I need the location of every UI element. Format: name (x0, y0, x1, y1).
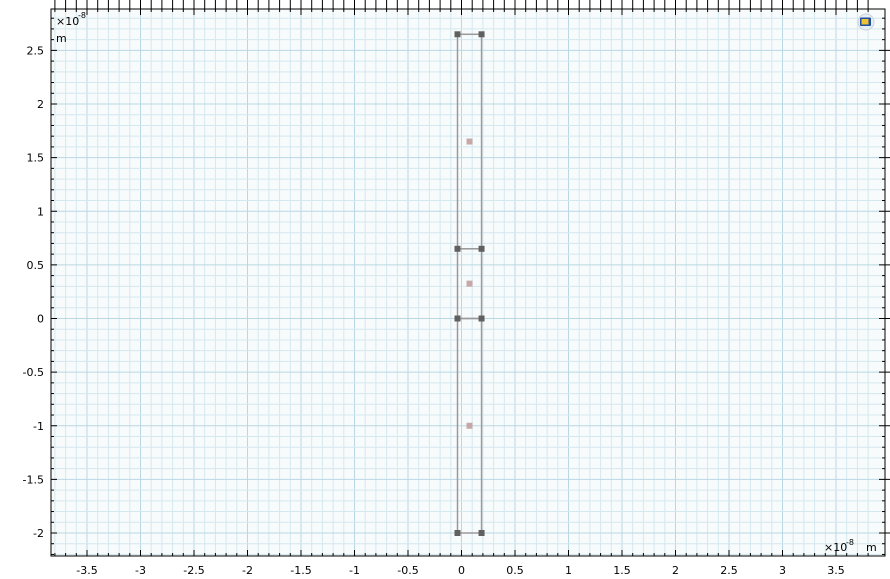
geometry-vertex[interactable] (454, 530, 461, 536)
y-axis-multiplier: ×10 (56, 15, 79, 28)
geometry-vertex[interactable] (454, 315, 461, 322)
x-tick-label: 2 (672, 564, 679, 577)
y-tick-label: -0.5 (23, 366, 44, 379)
domain-point[interactable] (466, 280, 473, 287)
y-tick-label: -1 (33, 420, 44, 433)
y-tick-label: -2 (33, 527, 44, 540)
x-tick-label: -3.5 (76, 564, 97, 577)
x-tick-label: -1.5 (290, 564, 311, 577)
geometry-vertex[interactable] (478, 245, 485, 252)
x-axis-multiplier: ×10 (824, 541, 847, 554)
x-tick-label: 2.5 (720, 564, 738, 577)
x-tick-label: 3.5 (827, 564, 845, 577)
domain-point[interactable] (466, 422, 473, 429)
x-tick-label: -2 (242, 564, 253, 577)
geometry-vertex[interactable] (454, 245, 461, 252)
y-tick-label: 1 (37, 205, 44, 218)
x-tick-label: -3 (135, 564, 146, 577)
x-tick-label: 0 (458, 564, 465, 577)
x-tick-label: -0.5 (397, 564, 418, 577)
x-tick-label: -2.5 (183, 564, 204, 577)
y-tick-label: 2 (37, 98, 44, 111)
x-tick-label: -1 (349, 564, 360, 577)
y-tick-label: 0 (37, 313, 44, 326)
domain-point[interactable] (466, 138, 473, 145)
plot-frame (50, 8, 886, 557)
geometry-vertex[interactable] (478, 530, 485, 536)
x-axis-unit: m (866, 541, 877, 554)
x-tick-label: 0.5 (506, 564, 524, 577)
geometry-vertex[interactable] (478, 315, 485, 322)
geometry-vertex[interactable] (454, 31, 461, 38)
x-tick-label: 1 (565, 564, 572, 577)
y-tick-label: 0.5 (27, 259, 45, 272)
y-axis-unit: m (56, 32, 67, 45)
y-tick-label: 2.5 (27, 44, 45, 57)
x-tick-label: 3 (779, 564, 786, 577)
y-tick-label: 1.5 (27, 152, 45, 165)
geometry-domain-rect[interactable] (456, 317, 483, 534)
x-axis-multiplier-exponent: -8 (846, 538, 854, 547)
view-orientation-icon[interactable] (857, 13, 875, 31)
y-axis-multiplier-exponent: -8 (78, 11, 86, 20)
y-tick-label: -1.5 (23, 473, 44, 486)
geometry-vertex[interactable] (478, 31, 485, 38)
x-tick-label: 1.5 (613, 564, 631, 577)
